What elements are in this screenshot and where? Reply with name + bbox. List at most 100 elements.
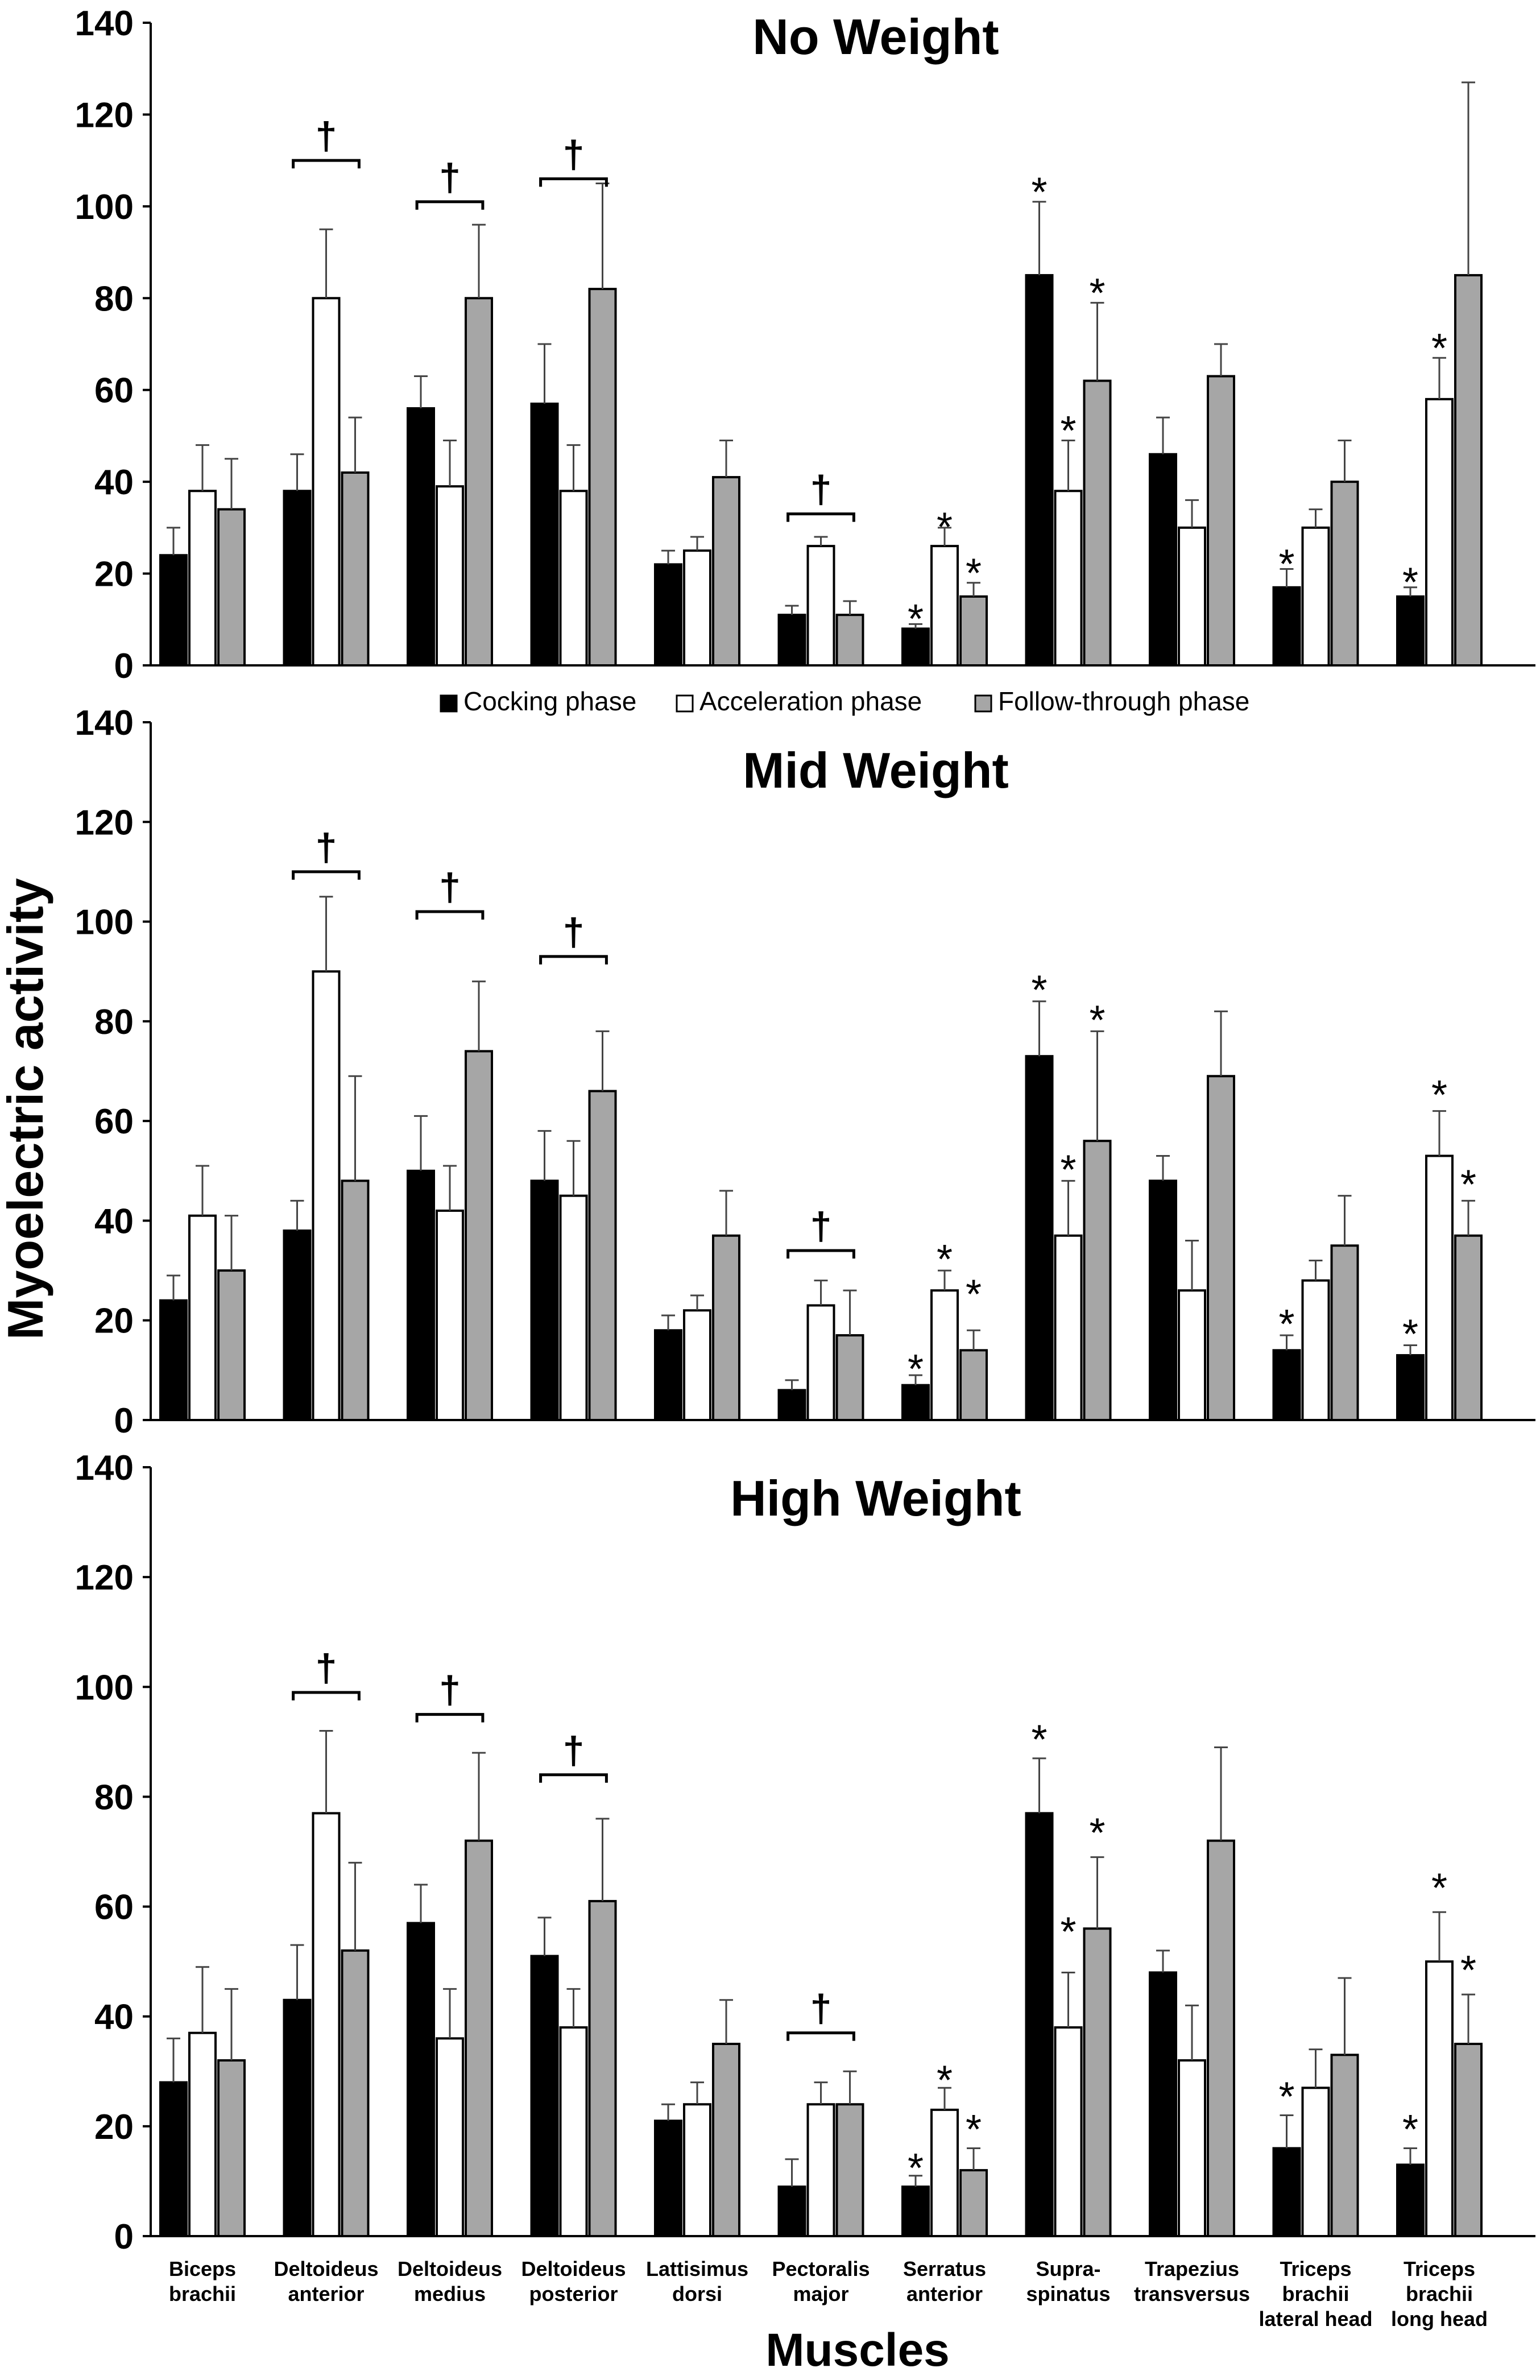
- y-tick-label: 140: [75, 703, 134, 743]
- dagger-mark: †: [810, 1987, 832, 2030]
- asterisk-mark: *: [908, 1347, 924, 1392]
- dagger-mark: †: [563, 133, 585, 176]
- significance-bracket: [292, 1691, 361, 1700]
- bar-1-4: [683, 2103, 711, 2237]
- bar-2-7: [1083, 1140, 1112, 1421]
- bar-1-9: [1301, 1279, 1330, 1422]
- y-tick-label: 120: [75, 803, 134, 842]
- y-tick-label: 20: [94, 555, 134, 594]
- bar-0-5: [777, 2186, 806, 2237]
- significance-bracket: [292, 870, 361, 880]
- legend-swatch: [974, 694, 992, 713]
- asterisk-mark: *: [937, 1237, 953, 1282]
- bar-1-6: [930, 545, 959, 667]
- category-label-line: Deltoideus: [398, 2257, 502, 2280]
- bar-1-2: [436, 2037, 464, 2237]
- dagger-mark: †: [563, 1729, 585, 1772]
- asterisk-mark: *: [1431, 1073, 1447, 1118]
- bar-2-9: [1330, 481, 1359, 667]
- bar-1-7: [1054, 2026, 1083, 2237]
- asterisk-mark: *: [1431, 1865, 1447, 1911]
- bar-1-4: [683, 1309, 711, 1422]
- bar-0-7: [1025, 274, 1054, 667]
- asterisk-mark: *: [1031, 968, 1047, 1013]
- bar-0-10: [1396, 2163, 1425, 2237]
- legend-swatch: [440, 694, 458, 713]
- bar-1-1: [312, 1812, 341, 2237]
- bar-0-0: [159, 1299, 188, 1422]
- asterisk-mark: *: [908, 597, 924, 642]
- bar-0-4: [654, 2120, 682, 2237]
- dagger-mark: †: [563, 910, 585, 954]
- y-tick-label: 0: [114, 647, 134, 686]
- y-tick-label: 140: [75, 4, 134, 43]
- asterisk-mark: *: [1031, 170, 1047, 216]
- bar-2-5: [835, 614, 864, 667]
- category-label: Deltoideus posterior: [521, 2257, 626, 2306]
- y-tick-label: 40: [94, 1202, 134, 1241]
- asterisk-mark: *: [937, 505, 953, 550]
- category-label: Triceps brachii lateral head: [1259, 2257, 1372, 2331]
- bar-2-1: [341, 471, 370, 667]
- asterisk-mark: *: [1278, 541, 1294, 587]
- dagger-mark: †: [316, 114, 337, 158]
- bar-0-3: [530, 402, 559, 667]
- bar-0-1: [283, 1998, 312, 2238]
- category-label-line: posterior: [529, 2282, 618, 2306]
- category-label: Triceps brachii long head: [1391, 2257, 1488, 2331]
- bar-0-6: [901, 627, 930, 667]
- y-tick-label: 100: [75, 1668, 134, 1707]
- bar-0-9: [1272, 2147, 1301, 2237]
- category-label-line: Trapezius: [1145, 2257, 1239, 2280]
- dagger-mark: †: [439, 156, 461, 199]
- significance-bracket: [415, 1713, 485, 1723]
- bar-1-0: [188, 2031, 217, 2238]
- category-label-line: Deltoideus: [274, 2257, 378, 2280]
- y-tick-label: 80: [94, 279, 134, 318]
- bar-2-9: [1330, 2054, 1359, 2237]
- asterisk-mark: *: [1431, 326, 1447, 371]
- significance-bracket: [786, 1249, 855, 1259]
- significance-bracket: [786, 512, 855, 522]
- significance-bracket: [786, 2031, 855, 2041]
- bar-0-3: [530, 1179, 559, 1421]
- y-tick-label: 80: [94, 1778, 134, 1817]
- bar-1-6: [930, 1289, 959, 1422]
- legend-swatch: [676, 694, 694, 713]
- bar-1-10: [1425, 1960, 1454, 2237]
- bar-0-0: [159, 2081, 188, 2238]
- asterisk-mark: *: [1089, 271, 1105, 316]
- bar-2-0: [217, 2059, 246, 2237]
- chart-title: No Weight: [752, 9, 999, 65]
- bar-2-0: [217, 1269, 246, 1422]
- category-label: Biceps brachii: [169, 2257, 236, 2306]
- bar-0-8: [1149, 1179, 1177, 1421]
- bar-0-8: [1149, 1971, 1177, 2237]
- category-label-line: Serratus: [903, 2257, 986, 2280]
- bar-2-3: [588, 1899, 617, 2237]
- y-tick-label: 20: [94, 1302, 134, 1341]
- asterisk-mark: *: [1460, 1948, 1476, 1993]
- y-tick-label: 120: [75, 96, 134, 135]
- bar-0-6: [901, 1384, 930, 1421]
- bar-2-8: [1207, 1839, 1235, 2238]
- bar-0-8: [1149, 453, 1177, 667]
- bar-0-5: [777, 1389, 806, 1422]
- asterisk-mark: *: [1089, 1811, 1105, 1856]
- category-label-line: Lattisimus: [646, 2257, 748, 2280]
- y-tick-label: 100: [75, 903, 134, 942]
- asterisk-mark: *: [1060, 1910, 1076, 1955]
- category-label: Deltoideus medius: [398, 2257, 502, 2306]
- bar-2-6: [959, 595, 988, 667]
- bar-1-8: [1178, 2059, 1206, 2237]
- y-tick-label: 60: [94, 1102, 134, 1141]
- bar-2-10: [1454, 1234, 1483, 1421]
- y-tick-label: 40: [94, 463, 134, 502]
- legend-label: Cocking phase: [463, 686, 636, 716]
- bar-0-10: [1396, 1354, 1425, 1421]
- chart-title: Mid Weight: [743, 742, 1009, 798]
- asterisk-mark: *: [1402, 560, 1418, 606]
- asterisk-mark: *: [1060, 408, 1076, 454]
- asterisk-mark: *: [966, 1272, 982, 1317]
